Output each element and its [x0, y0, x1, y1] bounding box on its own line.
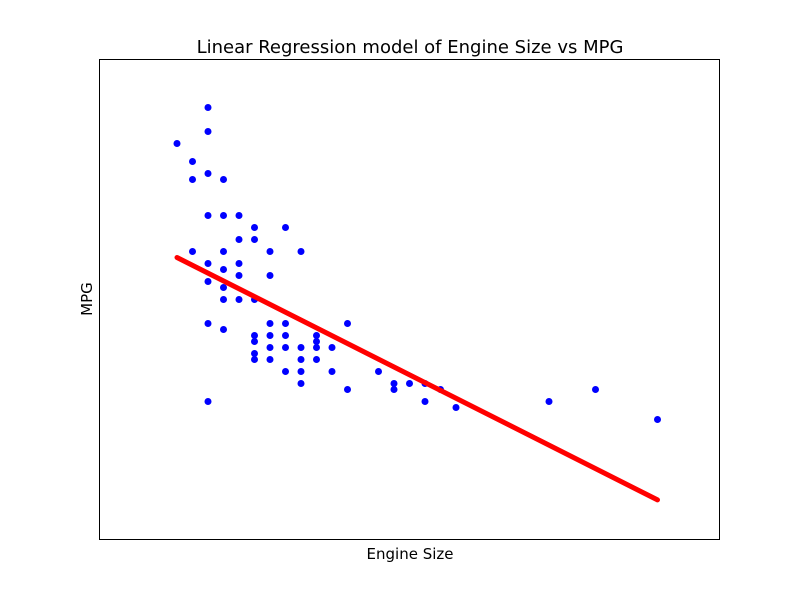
y-axis-label: MPG — [78, 282, 96, 316]
scatter-point — [266, 320, 274, 327]
scatter-point — [282, 332, 289, 339]
scatter-point — [313, 338, 320, 345]
scatter-point — [406, 380, 413, 387]
scatter-point — [297, 356, 305, 363]
scatter-point — [313, 332, 320, 339]
scatter-point — [266, 356, 274, 363]
scatter-point — [344, 320, 351, 327]
scatter-point — [313, 344, 320, 351]
plot-area — [99, 59, 720, 540]
scatter-point — [220, 284, 227, 291]
scatter-point — [297, 344, 305, 351]
scatter-point — [251, 236, 258, 243]
scatter-point — [204, 128, 212, 135]
scatter-point — [220, 266, 227, 273]
scatter-point — [235, 212, 243, 219]
scatter-points — [173, 104, 661, 423]
scatter-point — [421, 398, 429, 405]
scatter-point — [235, 272, 243, 279]
scatter-point — [654, 416, 661, 423]
scatter-point — [251, 338, 258, 345]
scatter-point — [251, 332, 258, 339]
scatter-point — [220, 248, 227, 255]
scatter-point — [282, 224, 289, 231]
scatter-point — [545, 398, 553, 405]
scatter-point — [251, 224, 258, 231]
scatter-point — [204, 260, 212, 267]
scatter-point — [220, 296, 227, 303]
scatter-point — [266, 272, 274, 279]
scatter-point — [266, 332, 274, 339]
scatter-point — [220, 326, 227, 333]
scatter-point — [328, 368, 336, 375]
scatter-point — [173, 140, 181, 147]
scatter-point — [220, 176, 227, 183]
scatter-point — [344, 386, 351, 393]
scatter-point — [592, 386, 599, 393]
scatter-point — [251, 350, 258, 357]
scatter-point — [390, 386, 398, 393]
scatter-point — [204, 170, 212, 177]
scatter-point — [204, 398, 212, 405]
scatter-point — [282, 368, 289, 375]
scatter-point — [282, 320, 289, 327]
scatter-point — [235, 296, 243, 303]
scatter-point — [390, 380, 398, 387]
scatter-point — [297, 248, 305, 255]
scatter-point — [375, 368, 382, 375]
regression-line-layer — [174, 255, 660, 503]
scatter-point — [189, 176, 196, 183]
x-axis-label: Engine Size — [367, 545, 454, 563]
scatter-point — [313, 356, 320, 363]
scatter-point — [204, 212, 212, 219]
scatter-point — [452, 404, 460, 411]
scatter-point — [204, 320, 212, 327]
scatter-point — [235, 236, 243, 243]
chart-title: Linear Regression model of Engine Size v… — [197, 37, 624, 58]
scatter-point — [189, 158, 196, 165]
scatter-point — [189, 248, 196, 255]
scatter-point — [282, 344, 289, 351]
regression-line — [174, 255, 660, 503]
scatter-point — [235, 260, 243, 267]
scatter-point — [328, 344, 336, 351]
scatter-point — [220, 212, 227, 219]
scatter-point — [266, 248, 274, 255]
scatter-point — [204, 278, 212, 285]
scatter-point — [204, 104, 212, 111]
scatter-point — [297, 380, 305, 387]
scatter-point — [297, 368, 305, 375]
scatter-point — [251, 356, 258, 363]
scatter-point — [266, 344, 274, 351]
